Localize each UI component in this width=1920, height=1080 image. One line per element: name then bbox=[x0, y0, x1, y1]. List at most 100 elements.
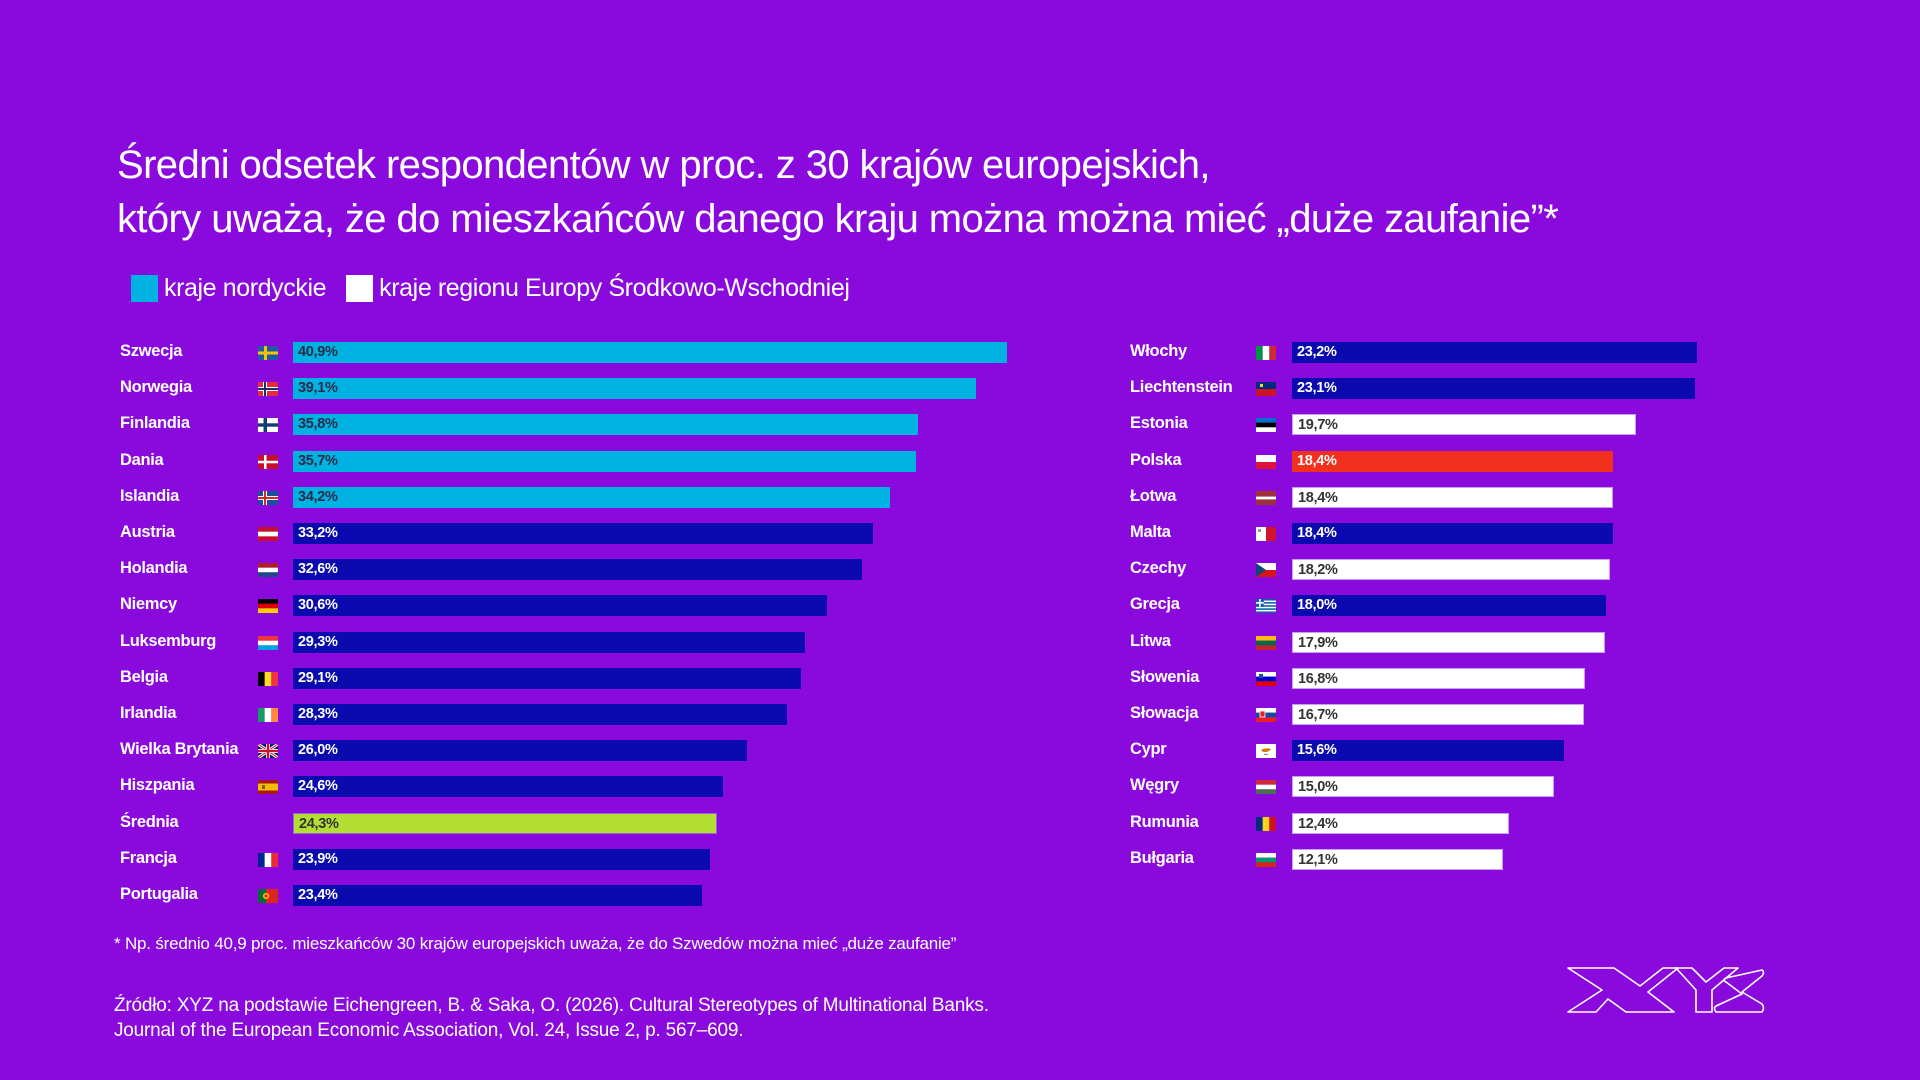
bar-value-label: 35,7% bbox=[298, 452, 338, 469]
bar-srednia: 24,3% bbox=[293, 812, 718, 834]
bar-lotwa: 18,4% bbox=[1292, 486, 1614, 508]
bar-row-polska: Polska 18,4% bbox=[0, 450, 1920, 473]
flag-portugal-icon bbox=[258, 889, 278, 903]
bar-slowacja: 16,7% bbox=[1292, 704, 1584, 725]
bar-value-label: 32,6% bbox=[298, 561, 338, 578]
bar-value-label: 19,7% bbox=[1298, 417, 1338, 434]
bar-value-label: 15,6% bbox=[1297, 742, 1337, 759]
bar-row-malta: Malta 18,4% bbox=[0, 523, 1920, 545]
flag-italy-icon bbox=[1256, 346, 1276, 360]
flag-poland-icon bbox=[1256, 454, 1276, 469]
bar-row-litwa: Litwa 17,9% bbox=[0, 631, 1920, 654]
flag-czechia-icon bbox=[1256, 563, 1276, 578]
bar-row-finlandia: Finlandia 35,8% bbox=[0, 414, 1920, 436]
bar-row-slowenia: Słowenia 16,8% bbox=[0, 667, 1920, 690]
country-label: Grecja bbox=[1130, 595, 1180, 614]
flag-norway-icon bbox=[258, 382, 278, 397]
country-label: Węgry bbox=[1130, 776, 1179, 795]
bar-value-label: 26,0% bbox=[298, 742, 338, 759]
country-label: Szwecja bbox=[120, 342, 183, 360]
bar-value-label: 16,8% bbox=[1298, 670, 1338, 687]
flag-france-icon bbox=[258, 852, 278, 867]
country-label: Malta bbox=[1130, 523, 1171, 541]
country-label: Austria bbox=[120, 523, 175, 541]
xyz-logo-icon bbox=[1567, 967, 1765, 1013]
bar-value-label: 15,0% bbox=[1298, 779, 1338, 796]
country-label: Liechtenstein bbox=[1130, 378, 1233, 397]
bar-row-estonia: Estonia 19,7% bbox=[0, 414, 1920, 436]
bar-row-lotwa: Łotwa 18,4% bbox=[0, 486, 1920, 509]
country-label: Wielka Brytania bbox=[120, 740, 239, 759]
bar-norwegia: 39,1% bbox=[293, 378, 976, 400]
bar-row-czechy: Czechy 18,2% bbox=[0, 559, 1920, 581]
bar-row-szwecja: Szwecja 40,9% bbox=[0, 342, 1920, 364]
flag-slovakia-icon bbox=[1256, 708, 1276, 722]
bar-value-label: 18,4% bbox=[1297, 452, 1337, 469]
bar-row-wielka-brytania: Wielka Brytania 26,0% bbox=[0, 740, 1920, 762]
country-label: Litwa bbox=[1130, 631, 1171, 650]
country-label: Bułgaria bbox=[1130, 848, 1194, 867]
legend-label-nordic: kraje nordyckie bbox=[164, 273, 327, 302]
legend-item-cee: kraje regionu Europy Środkowo-Wschodniej bbox=[346, 273, 850, 303]
bar-value-label: 18,2% bbox=[1298, 562, 1338, 579]
flag-denmark-icon bbox=[258, 454, 278, 469]
bar-row-francja: Francja 23,9% bbox=[0, 848, 1920, 871]
bar-row-irlandia: Irlandia 28,3% bbox=[0, 704, 1920, 726]
legend-swatch-cee bbox=[346, 274, 374, 302]
country-label: Słowacja bbox=[1130, 704, 1199, 722]
bar-row-slowacja: Słowacja 16,7% bbox=[0, 704, 1920, 726]
legend-item-nordic: kraje nordyckie bbox=[131, 273, 327, 303]
bar-value-label: 23,1% bbox=[1297, 380, 1337, 397]
bar-rumunia: 12,4% bbox=[1292, 812, 1509, 834]
bar-malta: 18,4% bbox=[1292, 523, 1614, 544]
bar-row-dania: Dania 35,7% bbox=[0, 450, 1920, 473]
bar-portugalia: 23,4% bbox=[293, 885, 702, 906]
flag-liechtenstein-icon bbox=[1256, 382, 1276, 397]
bar-row-luksemburg: Luksemburg 29,3% bbox=[0, 631, 1920, 654]
bar-litwa: 17,9% bbox=[1292, 631, 1605, 653]
source-line-1: Źródło: XYZ na podstawie Eichengreen, B.… bbox=[114, 995, 989, 1016]
chart-title: Średni odsetek respondentów w proc. z 30… bbox=[117, 138, 1559, 246]
country-label: Portugalia bbox=[120, 885, 198, 903]
bar-row-belgia: Belgia 29,1% bbox=[0, 667, 1920, 690]
bar-cypr: 15,6% bbox=[1292, 740, 1565, 762]
flag-belgium-icon bbox=[258, 671, 278, 686]
bar-value-label: 33,2% bbox=[298, 525, 338, 541]
country-label: Włochy bbox=[1130, 342, 1187, 360]
bar-belgia: 29,1% bbox=[293, 667, 802, 689]
bar-value-label: 29,3% bbox=[298, 633, 338, 650]
country-label: Islandia bbox=[120, 486, 180, 505]
bar-value-label: 18,0% bbox=[1297, 597, 1337, 614]
bar-value-label: 23,2% bbox=[1297, 344, 1337, 360]
bar-slowenia: 16,8% bbox=[1292, 667, 1586, 689]
flag-lithuania-icon bbox=[1256, 635, 1276, 650]
bar-row-wlochy: Włochy 23,2% bbox=[0, 342, 1920, 364]
bar-hiszpania: 24,6% bbox=[293, 776, 723, 798]
bar-islandia: 34,2% bbox=[293, 486, 891, 508]
bar-wielka-brytania: 26,0% bbox=[293, 740, 747, 762]
chart-title-line-2: który uważa, że do mieszkańców danego kr… bbox=[117, 197, 1559, 241]
country-label: Holandia bbox=[120, 559, 188, 578]
flag-hungary-icon bbox=[1256, 780, 1276, 795]
flag-spain-icon bbox=[258, 780, 278, 795]
bar-niemcy: 30,6% bbox=[293, 595, 828, 617]
bar-value-label: 24,3% bbox=[299, 815, 339, 832]
country-label: Norwegia bbox=[120, 378, 192, 397]
source: Źródło: XYZ na podstawie Eichengreen, B.… bbox=[114, 993, 989, 1043]
bar-row-islandia: Islandia 34,2% bbox=[0, 486, 1920, 509]
bar-estonia: 19,7% bbox=[1292, 414, 1636, 436]
bar-row-portugalia: Portugalia 23,4% bbox=[0, 885, 1920, 907]
country-label: Dania bbox=[120, 450, 164, 469]
bar-wegry: 15,0% bbox=[1292, 776, 1554, 798]
bar-grecja: 18,0% bbox=[1292, 595, 1607, 617]
bar-row-cypr: Cypr 15,6% bbox=[0, 740, 1920, 762]
bar-row-bulgaria: Bułgaria 12,1% bbox=[0, 848, 1920, 871]
bar-row-wegry: Węgry 15,0% bbox=[0, 776, 1920, 798]
bar-value-label: 18,4% bbox=[1297, 525, 1337, 541]
country-label: Francja bbox=[120, 848, 177, 867]
flag-estonia-icon bbox=[1256, 418, 1276, 433]
footnote: * Np. średnio 40,9 proc. mieszkańców 30 … bbox=[114, 934, 957, 953]
legend-label-cee: kraje regionu Europy Środkowo-Wschodniej bbox=[379, 273, 850, 302]
flag-iceland-icon bbox=[258, 490, 278, 505]
